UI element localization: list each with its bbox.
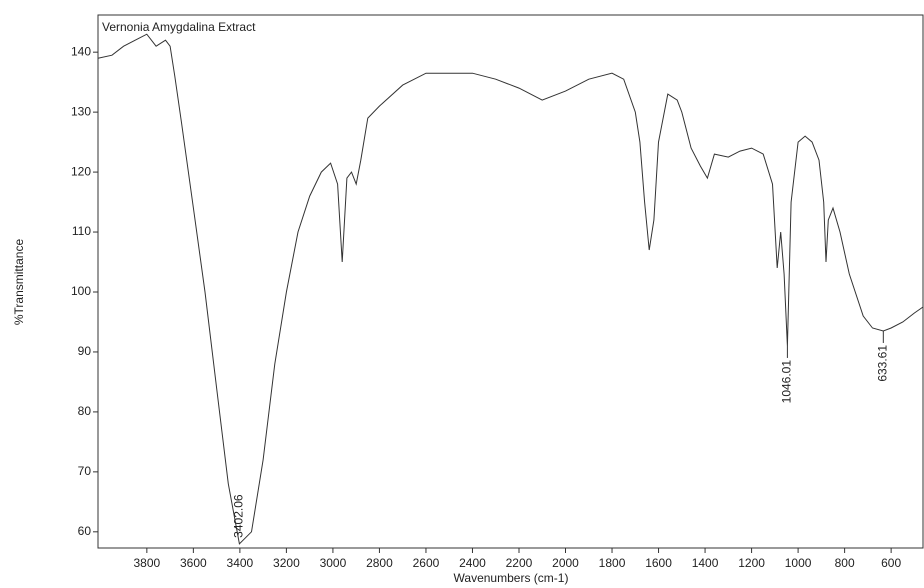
x-tick-label: 2400	[459, 556, 486, 570]
x-tick-label: 2600	[413, 556, 440, 570]
y-tick-label: 100	[71, 284, 91, 298]
x-tick-label: 3400	[227, 556, 254, 570]
plot-frame	[97, 14, 924, 549]
peak-label: 1046.01	[780, 360, 794, 404]
peak-label: 3402.06	[232, 494, 246, 538]
x-tick-label: 2800	[366, 556, 393, 570]
y-tick-label: 120	[71, 164, 91, 178]
chart-title: Vernonia Amygdalina Extract	[102, 20, 256, 34]
x-tick-label: 1800	[599, 556, 626, 570]
y-tick-label: 60	[78, 524, 92, 538]
x-tick-label: 1200	[738, 556, 765, 570]
x-tick-label: 1400	[692, 556, 719, 570]
y-tick-label: 130	[71, 104, 91, 118]
x-tick-label: 3800	[133, 556, 160, 570]
x-tick-label: 3000	[320, 556, 347, 570]
y-tick-label: 90	[78, 344, 92, 358]
x-tick-label: 2000	[552, 556, 579, 570]
y-tick-label: 110	[72, 224, 91, 238]
x-tick-label: 1000	[785, 556, 812, 570]
y-axis-label: %Transmittance	[12, 239, 26, 326]
x-tick-label: 800	[835, 556, 855, 570]
peak-label: 633.61	[875, 345, 889, 382]
y-tick-label: 80	[78, 404, 92, 418]
spectrum-line	[97, 33, 924, 545]
x-axis-label: Wavenumbers (cm-1)	[454, 571, 569, 585]
y-tick-label: 70	[78, 464, 92, 478]
y-tick-label: 140	[71, 44, 91, 58]
x-tick-label: 2200	[506, 556, 533, 570]
x-tick-label: 600	[881, 556, 901, 570]
x-tick-label: 1600	[645, 556, 672, 570]
x-tick-label: 3600	[180, 556, 207, 570]
x-tick-label: 3200	[273, 556, 300, 570]
